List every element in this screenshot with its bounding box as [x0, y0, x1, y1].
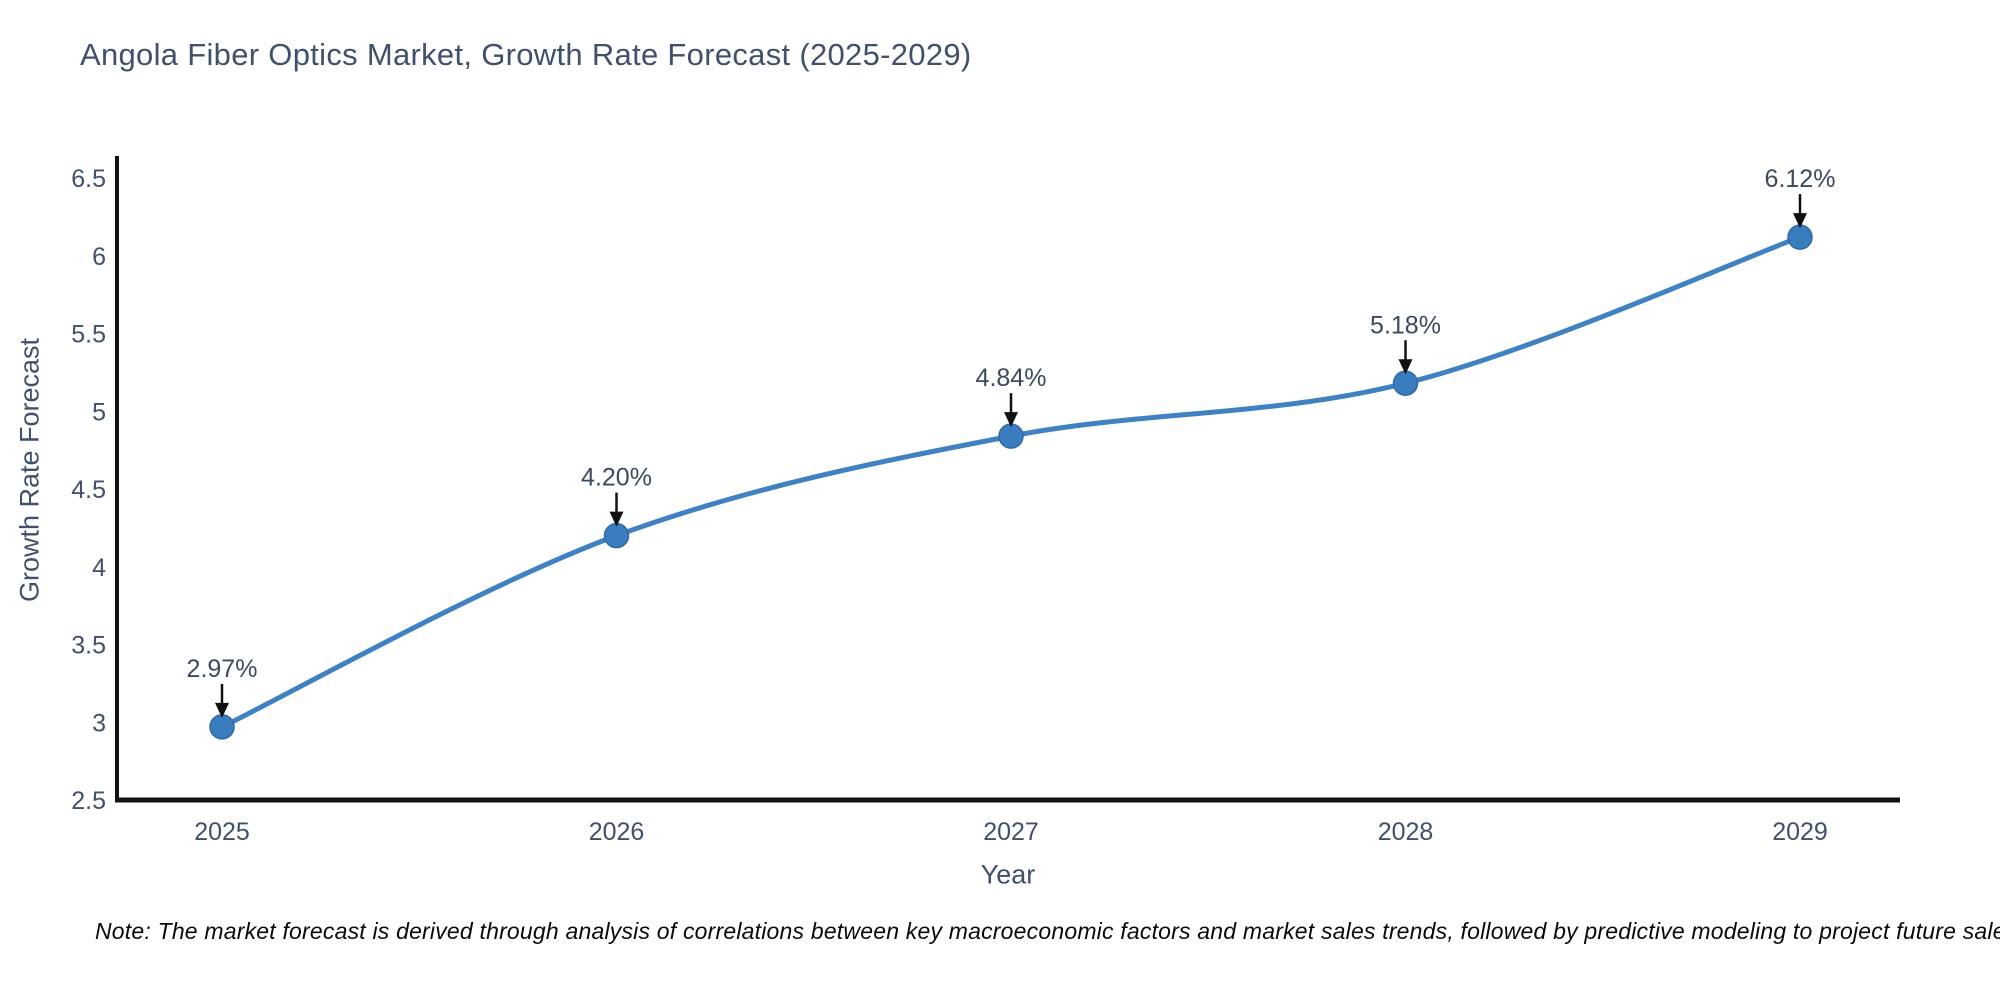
y-tick-label: 5.5 — [71, 321, 106, 349]
annotation-arrowhead — [1004, 412, 1018, 428]
x-tick-labels: 2025 2026 2027 2028 2029 — [194, 818, 1828, 846]
x-tick-label: 2025 — [194, 818, 250, 846]
data-point-marker — [1392, 370, 1419, 397]
data-point-marker — [1787, 224, 1813, 250]
y-tick-label: 4 — [92, 554, 106, 582]
point-annotations: 2.97% 4.20% 4.84% 5.18% 6.12% — [187, 165, 1836, 718]
y-tick-label: 6.5 — [71, 165, 106, 193]
x-tick-label: 2026 — [589, 818, 645, 846]
point-label: 2.97% — [187, 655, 258, 683]
point-label: 6.12% — [1765, 165, 1836, 193]
x-tick-label: 2029 — [1772, 818, 1828, 846]
data-point-marker — [998, 423, 1024, 449]
y-tick-label: 2.5 — [71, 787, 106, 815]
x-tick-label: 2028 — [1378, 818, 1434, 846]
annotation-arrowhead — [215, 702, 229, 718]
y-tick-label: 4.5 — [71, 476, 106, 504]
y-tick-label: 6 — [92, 243, 106, 271]
annotation-arrowhead — [1398, 359, 1413, 375]
y-tick-labels: 2.5 3 3.5 4 4.5 5 5.5 6 6.5 — [71, 165, 106, 815]
x-axis-title: Year — [980, 859, 1036, 890]
line-series — [209, 224, 1813, 740]
chart-title: Angola Fiber Optics Market, Growth Rate … — [80, 37, 972, 72]
y-tick-label: 3 — [92, 709, 106, 737]
footnote: Note: The market forecast is derived thr… — [95, 918, 2000, 944]
y-tick-label: 5 — [92, 398, 106, 426]
y-tick-label: 3.5 — [71, 632, 106, 660]
point-label: 4.84% — [976, 364, 1047, 392]
point-label: 5.18% — [1370, 311, 1441, 339]
data-point-marker — [603, 522, 630, 549]
data-point-marker — [209, 714, 235, 740]
point-label: 4.20% — [581, 464, 652, 492]
forecast-line — [219, 234, 1803, 730]
annotation-arrowhead — [1793, 213, 1807, 229]
annotation-arrowhead — [609, 511, 624, 527]
x-tick-label: 2027 — [983, 818, 1039, 846]
